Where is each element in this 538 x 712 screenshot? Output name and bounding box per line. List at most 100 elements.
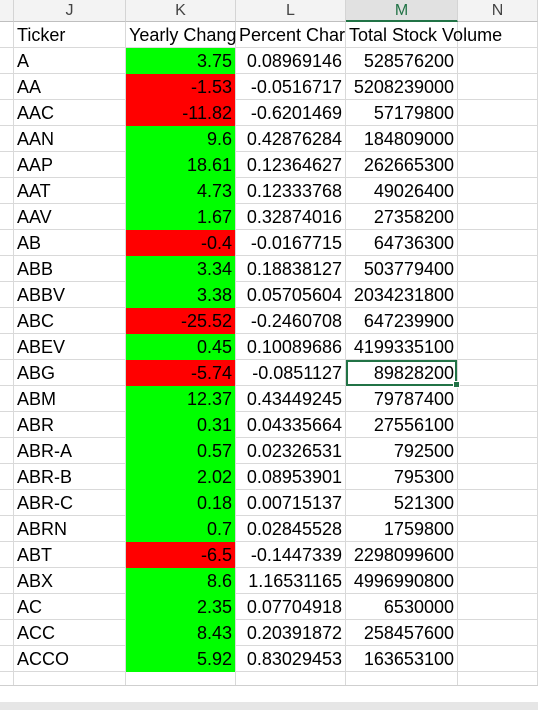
cell-yearly-change[interactable]: -11.82 bbox=[182, 103, 232, 123]
column-header-k[interactable]: K bbox=[126, 0, 236, 22]
column-header-m[interactable]: M bbox=[346, 0, 458, 22]
cell-total-volume[interactable]: 27556100 bbox=[373, 415, 454, 435]
cell-ticker[interactable]: AA bbox=[17, 77, 42, 97]
cell-total-volume[interactable]: 79787400 bbox=[373, 389, 454, 409]
cell-ticker[interactable]: ACCO bbox=[17, 649, 70, 669]
cell-ticker[interactable]: ABRN bbox=[17, 519, 68, 539]
header-ticker[interactable]: Ticker bbox=[17, 25, 66, 45]
cell-ticker[interactable]: AC bbox=[17, 597, 43, 617]
cell-total-volume[interactable]: 528576200 bbox=[363, 51, 454, 71]
cell-percent-change[interactable]: -0.1447339 bbox=[250, 545, 342, 565]
cell-yearly-change[interactable]: 8.6 bbox=[206, 571, 232, 591]
cell-yearly-change[interactable]: 8.43 bbox=[196, 623, 232, 643]
cell-percent-change[interactable]: 0.43449245 bbox=[246, 389, 342, 409]
cell-total-volume[interactable]: 2298099600 bbox=[353, 545, 454, 565]
cell-percent-change[interactable]: 0.07704918 bbox=[246, 597, 342, 617]
cell-ticker[interactable]: ABT bbox=[17, 545, 53, 565]
cell-yearly-change[interactable]: 2.35 bbox=[196, 597, 232, 617]
cell-yearly-change[interactable]: 5.92 bbox=[196, 649, 232, 669]
cell-ticker[interactable]: AAC bbox=[17, 103, 55, 123]
cell-yearly-change[interactable]: 0.57 bbox=[196, 441, 232, 461]
select-all-corner[interactable] bbox=[0, 0, 14, 22]
cell-percent-change[interactable]: 0.12333768 bbox=[246, 181, 342, 201]
cell-yearly-change[interactable]: 12.37 bbox=[186, 389, 232, 409]
cell-ticker[interactable]: ACC bbox=[17, 623, 56, 643]
cell-total-volume[interactable]: 647239900 bbox=[363, 311, 454, 331]
cell-total-volume[interactable]: 1759800 bbox=[383, 519, 454, 539]
cell-yearly-change[interactable]: 0.18 bbox=[196, 493, 232, 513]
cell-percent-change[interactable]: 0.32874016 bbox=[246, 207, 342, 227]
cell-percent-change[interactable]: 0.42876284 bbox=[246, 129, 342, 149]
cell-total-volume[interactable]: 57179800 bbox=[373, 103, 454, 123]
cell-total-volume[interactable]: 503779400 bbox=[363, 259, 454, 279]
cell-total-volume[interactable]: 2034231800 bbox=[353, 285, 454, 305]
cell-total-volume[interactable]: 5208239000 bbox=[353, 77, 454, 97]
cell-percent-change[interactable]: 0.20391872 bbox=[246, 623, 342, 643]
cell-percent-change[interactable]: 0.02845528 bbox=[246, 519, 342, 539]
cell-ticker[interactable]: AAT bbox=[17, 181, 51, 201]
cell-ticker[interactable]: AAP bbox=[17, 155, 54, 175]
cell-total-volume[interactable]: 4996990800 bbox=[353, 571, 454, 591]
cell-yearly-change[interactable]: -6.5 bbox=[200, 545, 232, 565]
cell-ticker[interactable]: AB bbox=[17, 233, 42, 253]
cell-yearly-change[interactable]: 0.45 bbox=[196, 337, 232, 357]
cell-total-volume[interactable]: 6530000 bbox=[383, 597, 454, 617]
cell-total-volume[interactable]: 163653100 bbox=[363, 649, 454, 669]
cell-yearly-change[interactable]: 3.34 bbox=[196, 259, 232, 279]
cell-yearly-change[interactable]: -1.53 bbox=[190, 77, 232, 97]
cell-yearly-change[interactable]: 3.75 bbox=[196, 51, 232, 71]
cell-percent-change[interactable]: -0.2460708 bbox=[250, 311, 342, 331]
cell-ticker[interactable]: ABBV bbox=[17, 285, 66, 305]
cell-yearly-change[interactable]: -25.52 bbox=[180, 311, 232, 331]
cell-percent-change[interactable]: 0.04335664 bbox=[246, 415, 342, 435]
cell-ticker[interactable]: ABC bbox=[17, 311, 55, 331]
header-total-stock-volume[interactable]: Total Stock Volume bbox=[349, 25, 503, 45]
header-yearly-change[interactable]: Yearly Chang bbox=[129, 25, 236, 45]
cell-yearly-change[interactable]: 0.31 bbox=[196, 415, 232, 435]
column-header-n[interactable]: N bbox=[458, 0, 538, 22]
cell-ticker[interactable]: ABM bbox=[17, 389, 57, 409]
cell-yearly-change[interactable]: 9.6 bbox=[206, 129, 232, 149]
cell-ticker[interactable]: A bbox=[17, 51, 30, 71]
cell-ticker[interactable]: ABR-C bbox=[17, 493, 74, 513]
cell-percent-change[interactable]: -0.0167715 bbox=[250, 233, 342, 253]
cell-total-volume[interactable]: 89828200 bbox=[346, 360, 457, 386]
cell-total-volume[interactable]: 27358200 bbox=[373, 207, 454, 227]
cell-yearly-change[interactable]: 4.73 bbox=[196, 181, 232, 201]
cell-ticker[interactable]: ABR bbox=[17, 415, 55, 435]
cell-yearly-change[interactable]: 3.38 bbox=[196, 285, 232, 305]
cell-percent-change[interactable]: -0.6201469 bbox=[250, 103, 342, 123]
horizontal-scrollbar[interactable] bbox=[0, 685, 538, 712]
cell-ticker[interactable]: ABX bbox=[17, 571, 54, 591]
fill-handle[interactable] bbox=[453, 381, 460, 388]
cell-total-volume[interactable]: 792500 bbox=[393, 441, 454, 461]
cell-total-volume[interactable]: 184809000 bbox=[363, 129, 454, 149]
cell-percent-change[interactable]: -0.0516717 bbox=[250, 77, 342, 97]
cell-ticker[interactable]: ABB bbox=[17, 259, 54, 279]
cell-yearly-change[interactable]: -0.4 bbox=[200, 233, 232, 253]
column-header-j[interactable]: J bbox=[14, 0, 126, 22]
cell-percent-change[interactable]: 0.10089686 bbox=[246, 337, 342, 357]
cell-total-volume[interactable]: 258457600 bbox=[363, 623, 454, 643]
cell-total-volume[interactable]: 795300 bbox=[393, 467, 454, 487]
cell-ticker[interactable]: ABEV bbox=[17, 337, 66, 357]
cell-ticker[interactable]: ABG bbox=[17, 363, 56, 383]
cell-ticker[interactable]: ABR-A bbox=[17, 441, 73, 461]
cell-percent-change[interactable]: 0.08969146 bbox=[246, 51, 342, 71]
cell-percent-change[interactable]: 0.08953901 bbox=[246, 467, 342, 487]
cell-percent-change[interactable]: 0.83029453 bbox=[246, 649, 342, 669]
cell-yearly-change[interactable]: 2.02 bbox=[196, 467, 232, 487]
cell-ticker[interactable]: ABR-B bbox=[17, 467, 73, 487]
cell-percent-change[interactable]: 0.12364627 bbox=[246, 155, 342, 175]
cell-percent-change[interactable]: 0.05705604 bbox=[246, 285, 342, 305]
cell-total-volume[interactable]: 49026400 bbox=[373, 181, 454, 201]
cell-yearly-change[interactable]: 1.67 bbox=[196, 207, 232, 227]
cell-yearly-change[interactable]: -5.74 bbox=[190, 363, 232, 383]
cell-percent-change[interactable]: 0.18838127 bbox=[246, 259, 342, 279]
cell-percent-change[interactable]: 0.00715137 bbox=[246, 493, 342, 513]
cell-total-volume[interactable]: 4199335100 bbox=[353, 337, 454, 357]
scrollbar-track[interactable] bbox=[0, 702, 538, 710]
cell-ticker[interactable]: AAV bbox=[17, 207, 52, 227]
cell-total-volume[interactable]: 64736300 bbox=[373, 233, 454, 253]
